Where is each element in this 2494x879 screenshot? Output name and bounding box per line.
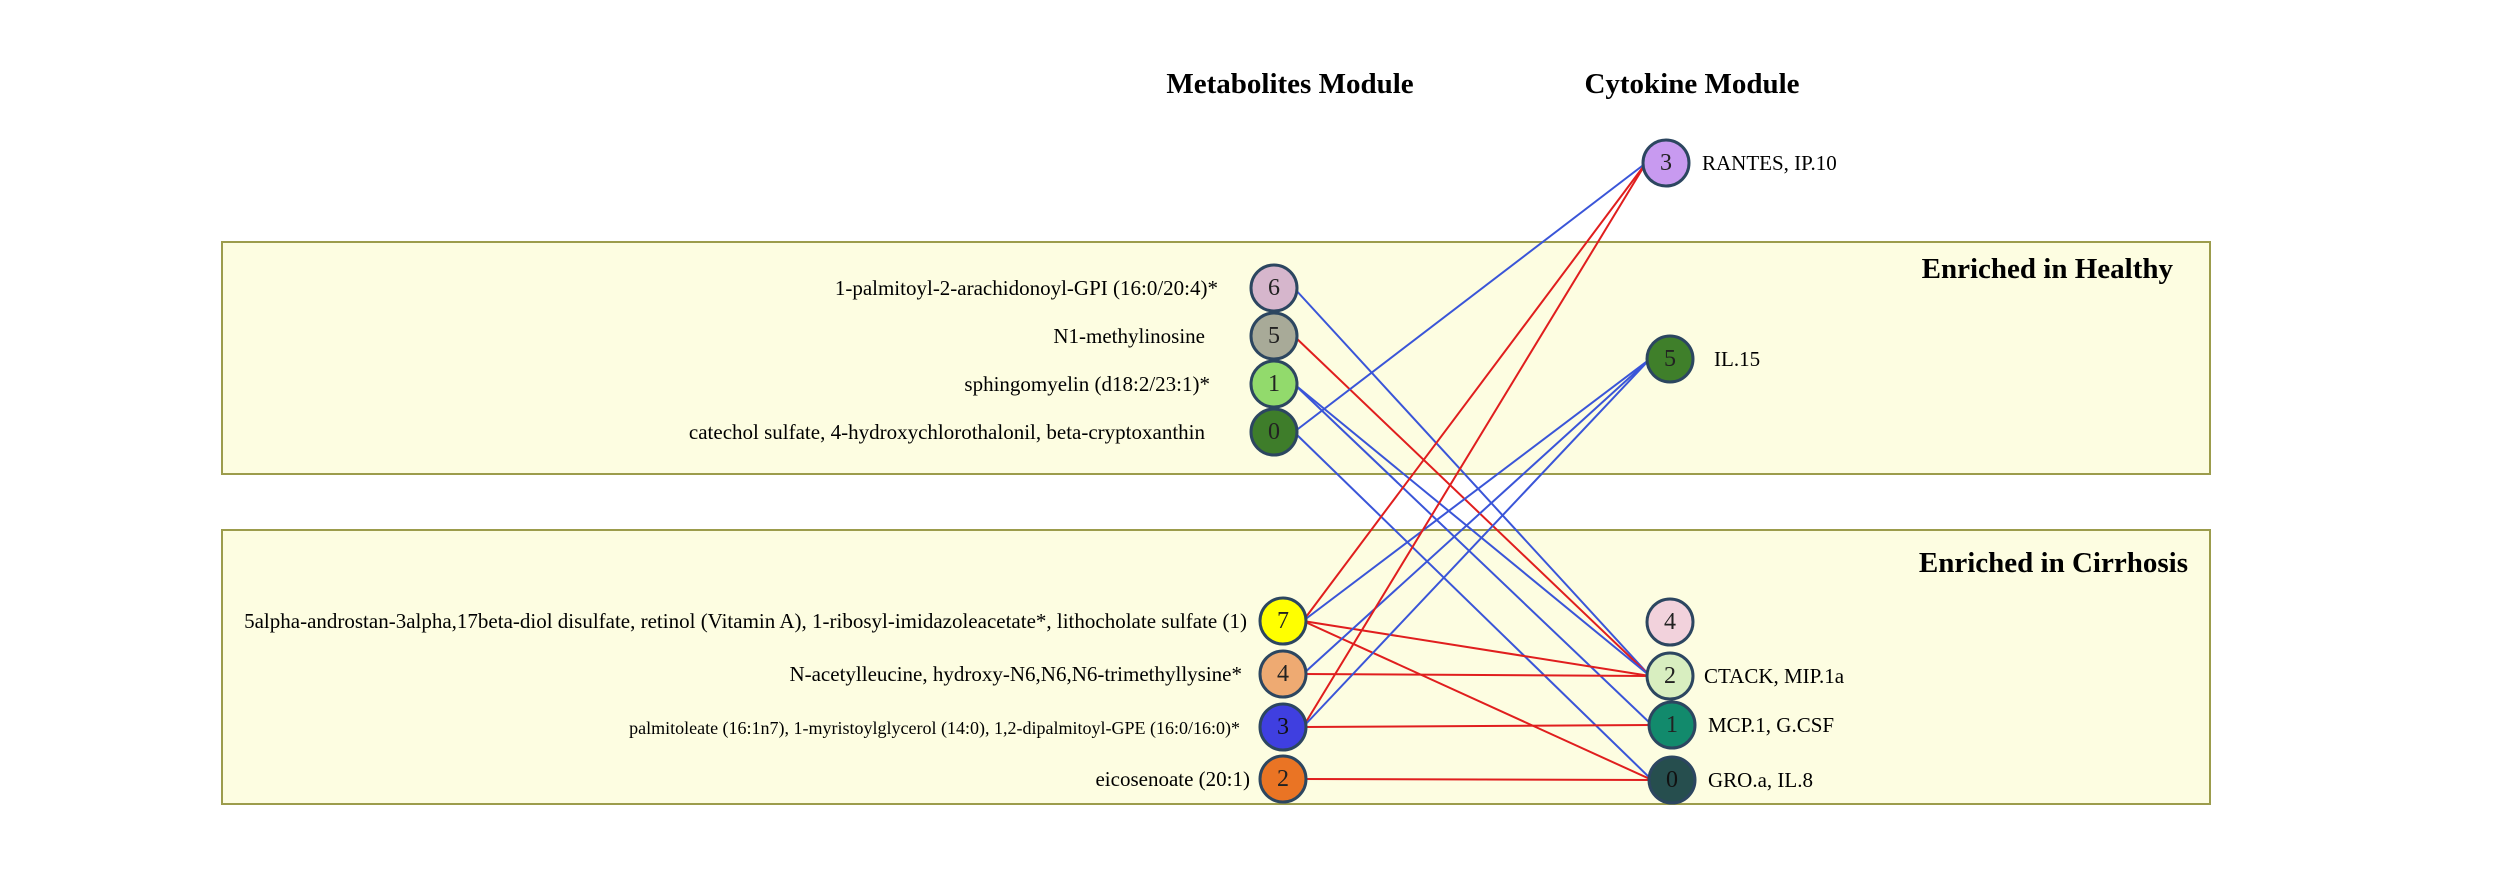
cytokine-label: MCP.1, G.CSF: [1708, 713, 1834, 737]
metabolite-node-number: 0: [1268, 419, 1280, 445]
metabolite-label: 5alpha-androstan-3alpha,17beta-diol disu…: [244, 609, 1247, 633]
cytokine-node-number: 0: [1666, 767, 1678, 793]
metabolite-label: sphingomyelin (d18:2/23:1)*: [964, 372, 1210, 396]
cirrhosis-group-title: Enriched in Cirrhosis: [1919, 547, 2188, 579]
edge-m6-c2: [1293, 287, 1651, 677]
cytokine-node-1: [1647, 700, 1697, 750]
metabolite-node-number: 6: [1268, 275, 1280, 301]
metabolite-node-4: [1258, 649, 1308, 699]
metabolite-label: N1-methylinosine: [1053, 324, 1205, 348]
cytokine-node-number: 4: [1664, 609, 1676, 635]
metabolite-node-5: [1249, 311, 1299, 361]
cytokine-label: RANTES, IP.10: [1702, 151, 1837, 175]
metabolite-node-3: [1258, 702, 1308, 752]
edges-layer: [1293, 162, 1653, 781]
edge-m1-c2: [1293, 383, 1651, 677]
metabolite-node-6: [1249, 263, 1299, 313]
cytokine-node-number: 3: [1660, 150, 1672, 176]
metabolite-node-2: [1258, 754, 1308, 804]
cytokine-label: GRO.a, IL.8: [1708, 768, 1813, 792]
edge-m4-c5: [1302, 358, 1651, 675]
edge-m7-c3: [1302, 162, 1647, 622]
metabolite-node-number: 4: [1277, 661, 1289, 687]
cytokine-node-0: [1647, 755, 1697, 805]
metabolite-label: catechol sulfate, 4-hydroxychlorothaloni…: [689, 420, 1206, 444]
edge-m1-c1: [1293, 383, 1653, 726]
nodes-layer: 6 1-palmitoyl-2-arachidonoyl-GPI (16:0/20…: [244, 138, 1845, 805]
edge-m3-c5: [1302, 358, 1651, 728]
cytokine-node-5: [1645, 334, 1695, 384]
cytokine-node-number: 5: [1664, 346, 1676, 372]
edge-m3-c3: [1302, 162, 1647, 728]
metabolites-module-title: Metabolites Module: [1166, 68, 1413, 100]
edge-m7-c0: [1302, 620, 1653, 781]
metabolite-label: 1-palmitoyl-2-arachidonoyl-GPI (16:0/20:…: [835, 276, 1218, 300]
metabolite-node-number: 1: [1268, 371, 1280, 397]
edge-m5-c2: [1293, 335, 1651, 677]
metabolite-node-number: 5: [1268, 323, 1280, 349]
edge-m7-c5: [1302, 358, 1651, 622]
cytokine-label: IL.15: [1714, 347, 1760, 371]
metabolite-label: eicosenoate (20:1): [1095, 767, 1250, 791]
edge-m3-c1: [1302, 724, 1653, 728]
cytokine-node-4: [1645, 597, 1695, 647]
cytokine-node-3: [1641, 138, 1691, 188]
panel-cirrhosis: [221, 529, 2211, 805]
edge-m4-c2: [1302, 673, 1651, 677]
metabolite-label: N-acetylleucine, hydroxy-N6,N6,N6-trimet…: [789, 662, 1242, 686]
cytokine-node-number: 2: [1664, 663, 1676, 689]
edge-m0-c3: [1293, 162, 1647, 433]
metabolite-node-number: 7: [1277, 608, 1289, 634]
metabolite-node-1: [1249, 359, 1299, 409]
cytokine-label: CTACK, MIP.1a: [1704, 664, 1845, 688]
panel-healthy: [221, 241, 2211, 475]
metabolite-label: palmitoleate (16:1n7), 1-myristoylglycer…: [629, 718, 1240, 739]
cytokine-node-number: 1: [1666, 712, 1678, 738]
cytokine-module-title: Cytokine Module: [1584, 68, 1799, 100]
metabolite-node-0: [1249, 407, 1299, 457]
metabolite-node-number: 3: [1277, 714, 1289, 740]
healthy-group-title: Enriched in Healthy: [1922, 253, 2174, 285]
edge-m2-c0: [1302, 778, 1653, 781]
metabolite-node-number: 2: [1277, 766, 1289, 792]
cytokine-node-2: [1645, 651, 1695, 701]
edge-m0-c0: [1293, 431, 1653, 781]
metabolite-node-7: [1258, 596, 1308, 646]
